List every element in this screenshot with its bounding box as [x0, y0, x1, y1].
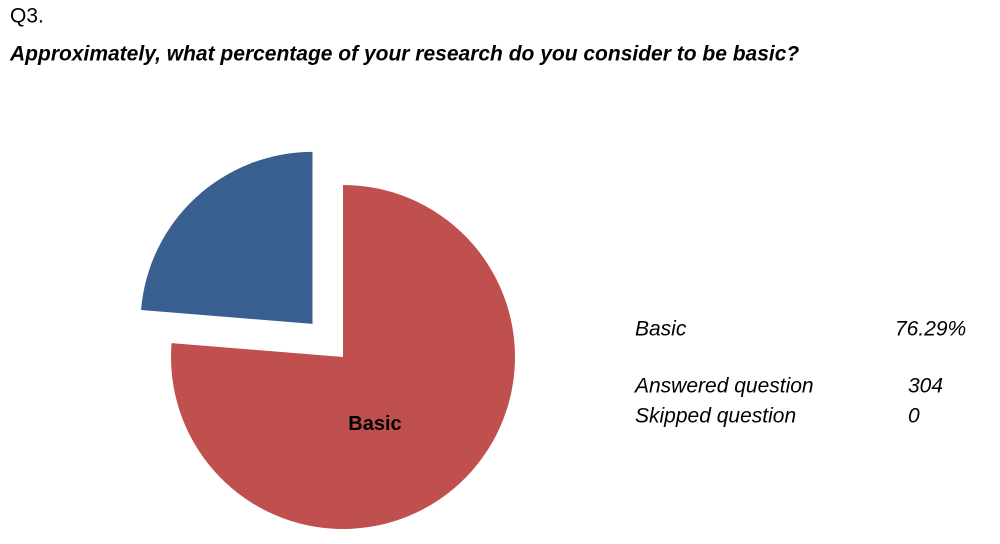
chart-title: Approximately, what percentage of your r… [9, 43, 799, 66]
stat-value: 0 [908, 405, 920, 428]
summary-label: Basic [635, 318, 687, 341]
stat-label: Answered question [633, 375, 814, 398]
pie-slice [141, 151, 313, 324]
pie-slice [170, 185, 515, 529]
question-number: Q3. [10, 5, 44, 28]
slice-label: Basic [348, 413, 401, 435]
summary-table: Basic 76.29% Answered question 304 Skipped q… [633, 318, 966, 428]
summary-value: 76.29% [895, 318, 966, 341]
stat-value: 304 [908, 375, 943, 398]
pie: Basic [141, 151, 515, 529]
stat-label: Skipped question [635, 405, 796, 428]
